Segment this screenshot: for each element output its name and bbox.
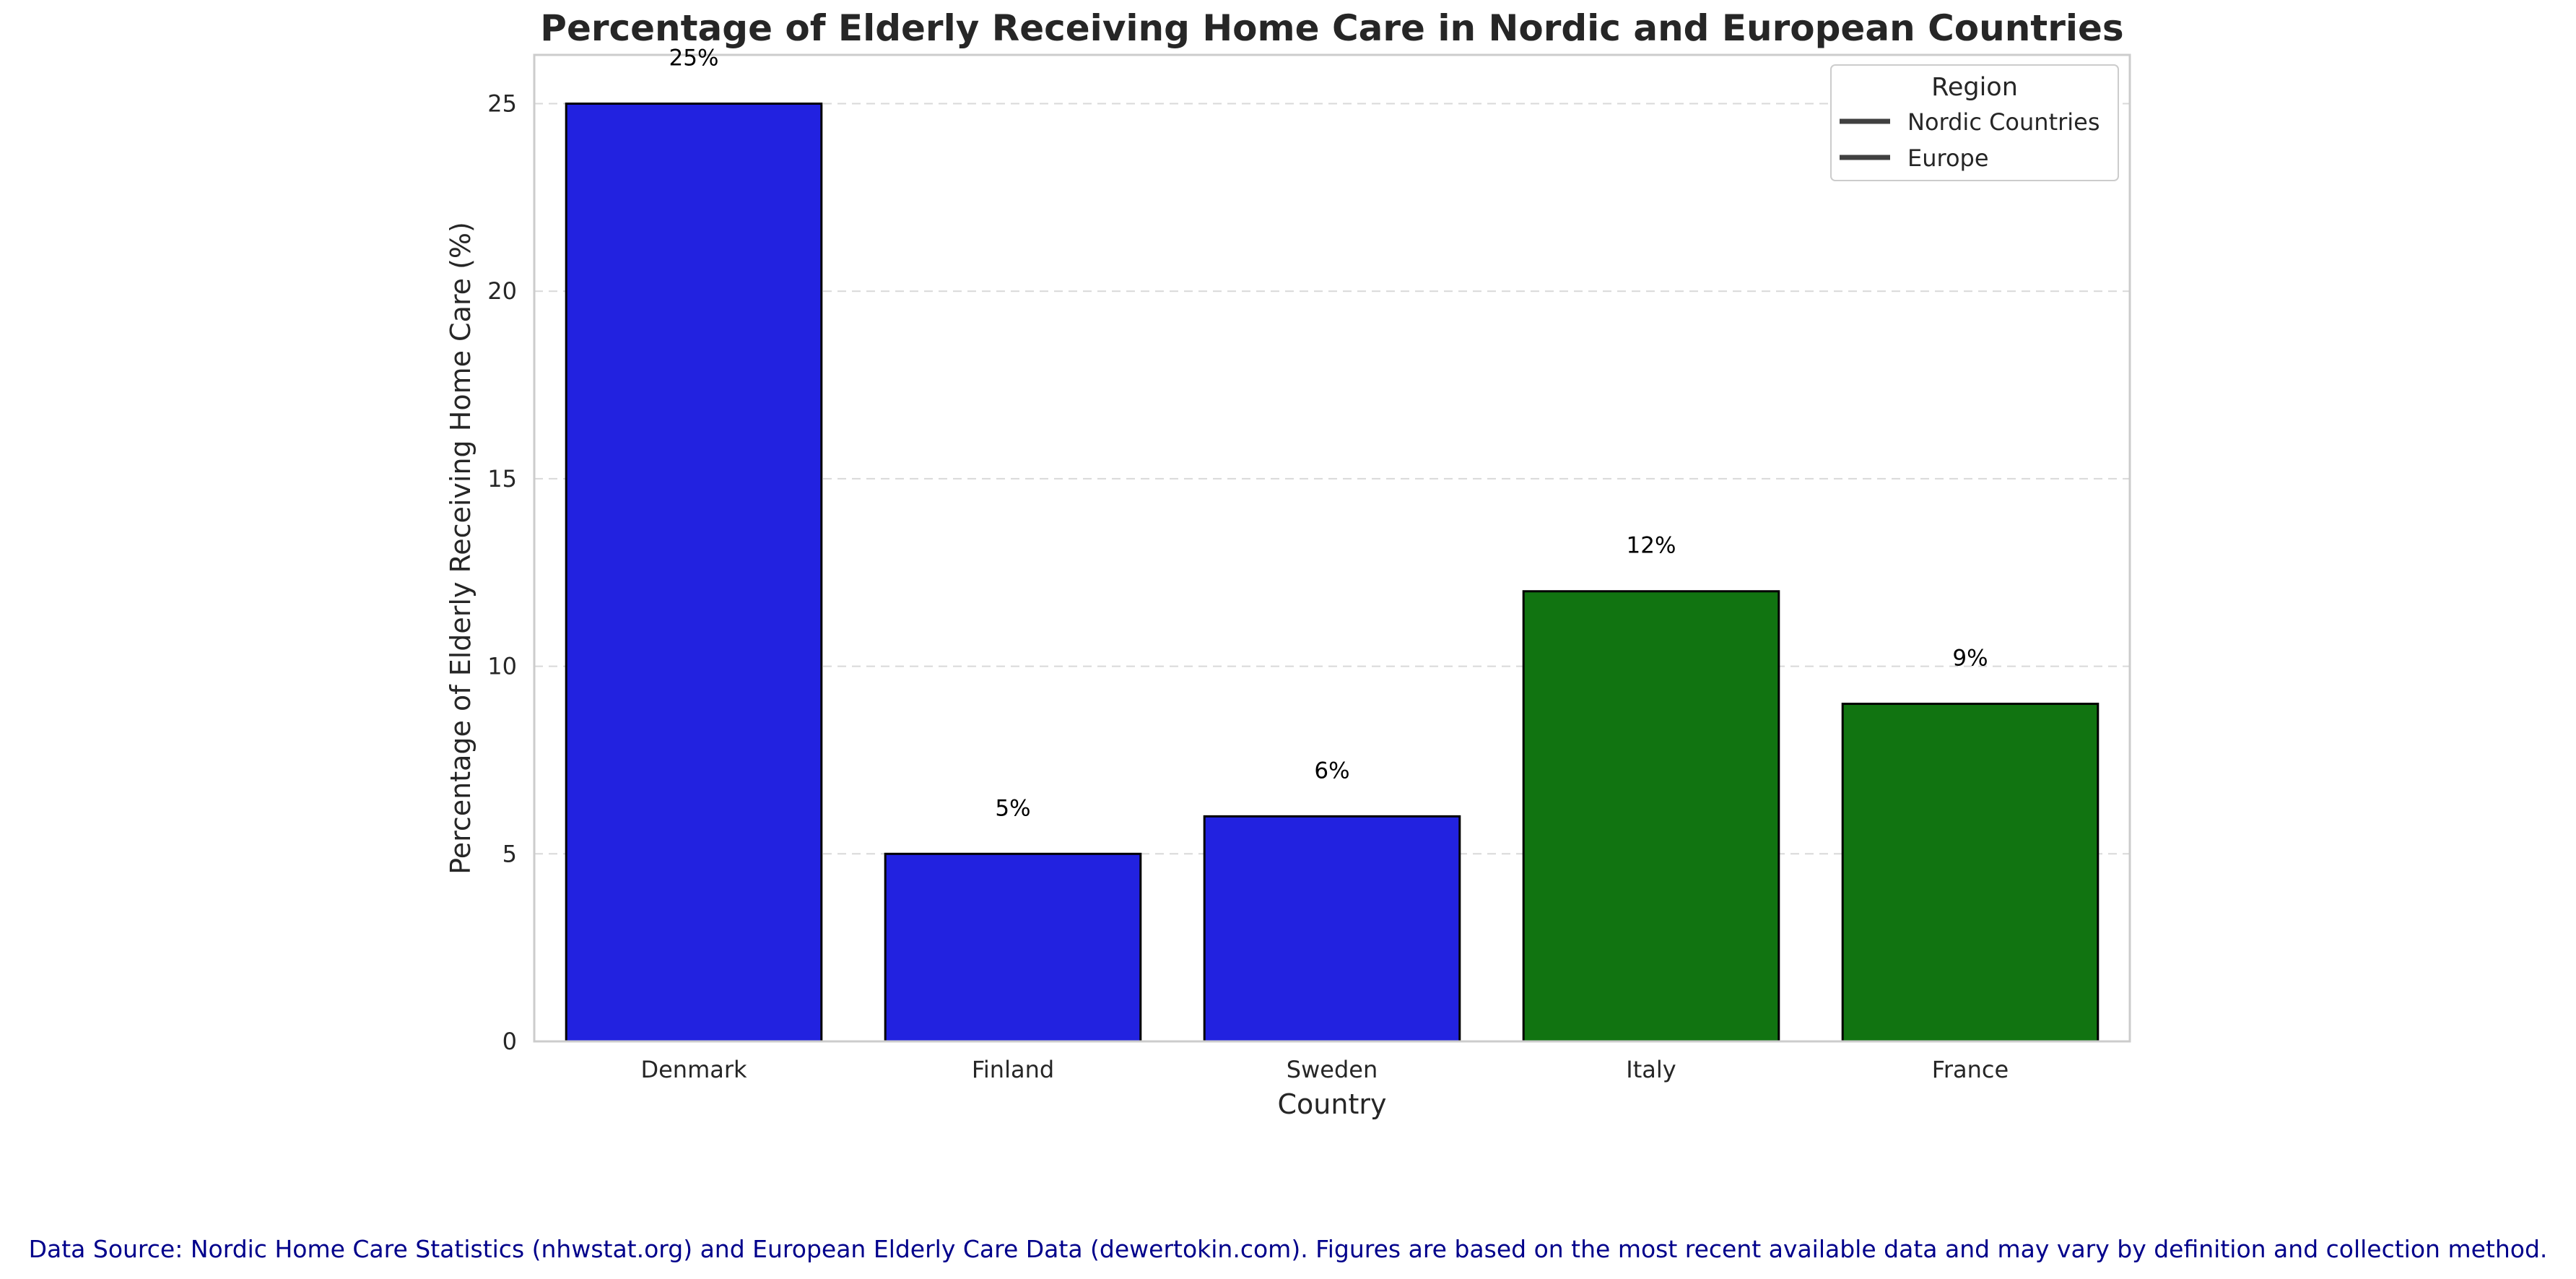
bar-italy: [1522, 590, 1780, 1043]
legend-entry-europe: Europe: [1907, 144, 1989, 172]
bar-france: [1841, 703, 2099, 1043]
legend: Region Nordic Countries Europe: [1830, 64, 2119, 181]
bars: [565, 103, 2099, 1043]
legend-box: [1830, 64, 2119, 181]
data-label-sweden: 6%: [1314, 758, 1349, 784]
x-tick-label-denmark: Denmark: [640, 1056, 747, 1083]
data-labels: 25% 5% 6% 12% 9%: [669, 45, 1988, 822]
y-tick-labels: 0 5 10 15 20 25: [487, 90, 517, 1055]
y-tick-label: 15: [487, 465, 517, 493]
y-axis-label: Percentage of Elderly Receiving Home Car…: [445, 222, 477, 875]
y-tick-label: 10: [487, 653, 517, 680]
y-tick-label: 20: [487, 277, 517, 305]
bar-finland: [884, 852, 1142, 1043]
data-label-france: 9%: [1952, 646, 1988, 672]
y-tick-label: 5: [502, 840, 517, 867]
y-tick-label: 25: [487, 90, 517, 118]
data-label-italy: 12%: [1627, 533, 1676, 559]
data-label-finland: 5%: [995, 795, 1030, 821]
bar-denmark: [565, 103, 823, 1043]
x-tick-label-italy: Italy: [1626, 1056, 1676, 1083]
x-tick-label-france: France: [1932, 1056, 2009, 1083]
chart-title: Percentage of Elderly Receiving Home Car…: [540, 7, 2123, 49]
data-label-denmark: 25%: [669, 45, 719, 71]
x-axis-label: Country: [1278, 1088, 1387, 1120]
x-tick-label-sweden: Sweden: [1287, 1056, 1378, 1083]
y-tick-label: 0: [502, 1028, 517, 1055]
bar-sweden: [1203, 815, 1461, 1043]
x-tick-labels: Denmark Finland Sweden Italy France: [640, 1056, 2009, 1083]
legend-title: Region: [1931, 73, 2018, 102]
x-tick-label-finland: Finland: [972, 1056, 1054, 1083]
plot-frame: [533, 53, 2131, 1043]
legend-entry-nordic: Nordic Countries: [1907, 108, 2100, 136]
data-source-note: Data Source: Nordic Home Care Statistics…: [28, 1235, 2548, 1263]
